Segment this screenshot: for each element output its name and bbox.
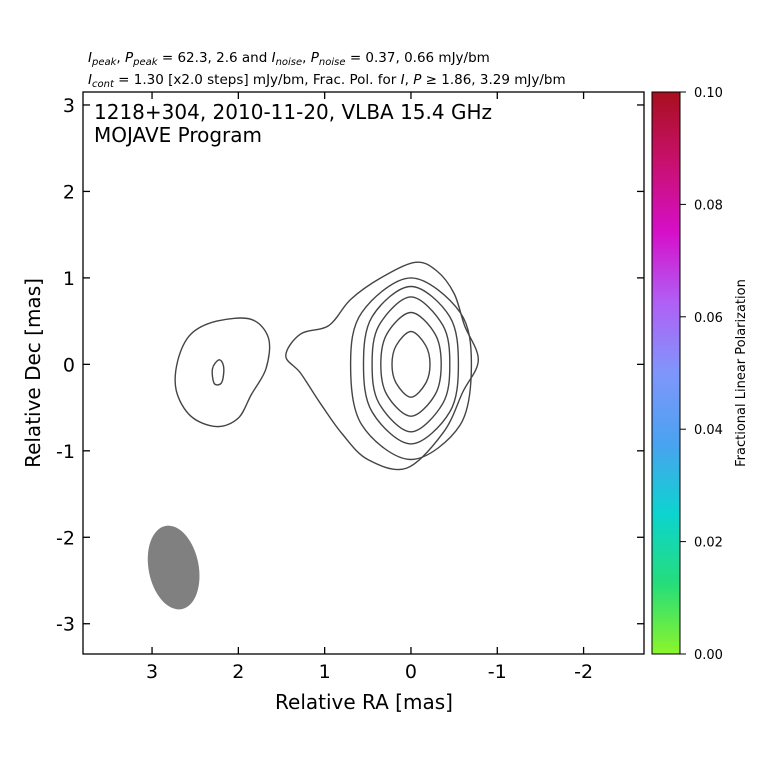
y-tick-label: 2 xyxy=(63,181,75,203)
colorbar-ticks: 0.00 0.02 0.04 0.06 0.08 0.10 xyxy=(680,86,723,663)
x-axis-ticks: 3 2 1 0 -1 -2 xyxy=(146,92,593,683)
core-contour-level-5 xyxy=(380,311,442,417)
core-contour-level-3 xyxy=(362,285,460,445)
header-line-1: Ipeak, Ppeak = 62.3, 2.6 and Inoise, Pno… xyxy=(88,50,490,68)
colorbar-tick-label: 0.10 xyxy=(694,86,723,101)
core-contour-level-6 xyxy=(391,330,431,398)
x-axis-label: Relative RA [mas] xyxy=(275,690,453,714)
colorbar-tick-label: 0.06 xyxy=(694,311,723,326)
plot-frame xyxy=(82,91,645,655)
core-contour-level-4 xyxy=(371,296,451,433)
jet-contour-level-2 xyxy=(211,359,225,386)
colorbar-tick-label: 0.08 xyxy=(694,198,723,213)
core-contour-level-2 xyxy=(349,277,473,461)
contour-layer xyxy=(174,261,480,471)
y-axis-ticks: 3 2 1 0 -1 -2 -3 xyxy=(56,95,644,636)
beam-layer xyxy=(147,525,200,610)
beam-ellipse xyxy=(147,525,200,610)
x-tick-label: 1 xyxy=(319,661,331,683)
y-tick-label: 3 xyxy=(63,95,75,117)
jet-contour-level-1 xyxy=(174,317,271,428)
colorbar-tick-label: 0.02 xyxy=(694,536,723,551)
x-tick-label: 3 xyxy=(146,661,158,683)
colorbar-tick-label: 0.04 xyxy=(694,423,723,438)
chart-subtitle: MOJAVE Program xyxy=(94,123,262,147)
y-tick-label: 0 xyxy=(63,354,75,376)
x-tick-label: 0 xyxy=(405,661,417,683)
core-contour-level-1 xyxy=(285,261,480,471)
y-tick-label: 1 xyxy=(63,268,75,290)
header-line-2: Icont = 1.30 [x2.0 steps] mJy/bm, Frac. … xyxy=(88,72,566,90)
plot-area: 3 2 1 0 -1 -2 3 2 1 0 -1 -2 -3 1218+304, 2010-11-20… xyxy=(56,91,645,683)
chart-title: 1218+304, 2010-11-20, VLBA 15.4 GHz xyxy=(94,100,492,124)
x-tick-label: -1 xyxy=(488,661,507,683)
colorbar-label: Fractional Linear Polarization xyxy=(734,279,749,467)
y-tick-label: -2 xyxy=(56,527,75,549)
x-tick-label: 2 xyxy=(232,661,244,683)
colorbar-gradient xyxy=(651,91,681,655)
y-axis-label: Relative Dec [mas] xyxy=(21,278,45,468)
x-tick-label: -2 xyxy=(574,661,593,683)
colorbar: 0.00 0.02 0.04 0.06 0.08 0.10 Fractional Line… xyxy=(651,86,749,663)
y-tick-label: -1 xyxy=(56,441,75,463)
y-tick-label: -3 xyxy=(56,614,75,636)
colorbar-tick-label: 0.00 xyxy=(694,648,723,663)
